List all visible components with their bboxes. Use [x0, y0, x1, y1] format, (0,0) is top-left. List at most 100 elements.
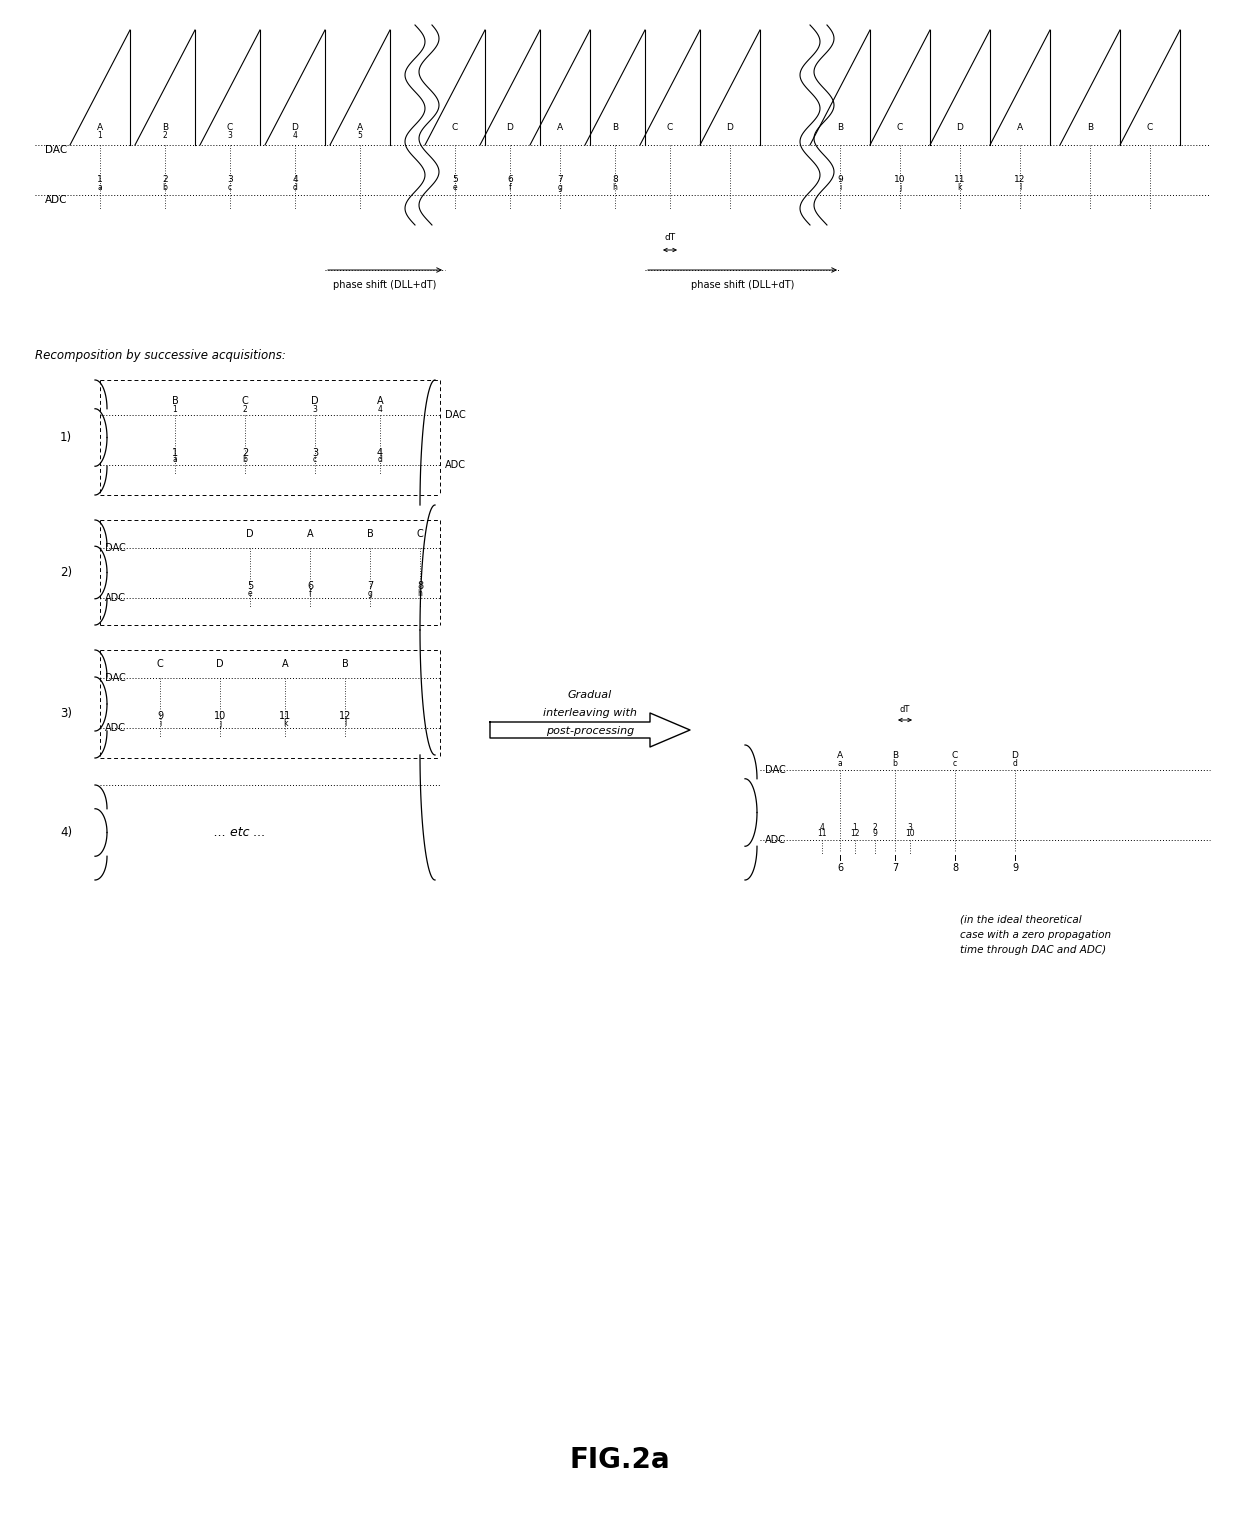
Text: 3: 3: [312, 449, 319, 458]
Text: c: c: [952, 758, 957, 767]
Text: B: B: [162, 122, 169, 132]
Text: Gradual: Gradual: [568, 690, 613, 700]
Text: C: C: [952, 752, 959, 761]
Text: b: b: [893, 758, 898, 767]
Text: A: A: [97, 122, 103, 132]
Text: e: e: [248, 588, 252, 597]
Text: post-processing: post-processing: [546, 726, 634, 736]
Text: ... etc ...: ... etc ...: [215, 827, 265, 839]
Text: dT: dT: [900, 706, 910, 715]
Text: 9: 9: [157, 710, 164, 721]
Text: 5: 5: [453, 176, 458, 185]
Text: j: j: [899, 184, 901, 193]
Text: time through DAC and ADC): time through DAC and ADC): [960, 945, 1106, 955]
Text: d: d: [377, 456, 382, 464]
Text: 4: 4: [293, 176, 298, 185]
Text: ADC: ADC: [105, 592, 126, 603]
Text: C: C: [156, 658, 164, 669]
Text: 12: 12: [339, 710, 351, 721]
Text: 10: 10: [894, 176, 905, 185]
Text: 9: 9: [873, 828, 878, 837]
Text: 6: 6: [507, 176, 513, 185]
Text: f: f: [309, 588, 311, 597]
Text: j: j: [219, 718, 221, 727]
Text: a: a: [838, 758, 842, 767]
Text: 8: 8: [417, 580, 423, 591]
Text: 3: 3: [312, 404, 317, 413]
Text: ADC: ADC: [445, 459, 466, 470]
Text: i: i: [839, 184, 841, 193]
Text: D: D: [291, 122, 299, 132]
Text: d: d: [293, 184, 298, 193]
Text: A: A: [357, 122, 363, 132]
Text: 11: 11: [955, 176, 966, 185]
Text: dT: dT: [665, 234, 676, 242]
Text: ADC: ADC: [765, 834, 786, 845]
Text: a: a: [98, 184, 103, 193]
Text: b: b: [162, 184, 167, 193]
Text: D: D: [956, 122, 963, 132]
Text: D: D: [1012, 752, 1018, 761]
Text: 1: 1: [172, 404, 177, 413]
Text: 2): 2): [60, 566, 72, 579]
Text: D: D: [311, 397, 319, 406]
Text: A: A: [837, 752, 843, 761]
Text: B: B: [837, 122, 843, 132]
Text: DAC: DAC: [105, 544, 125, 553]
Text: D: D: [247, 530, 254, 539]
Text: C: C: [451, 122, 458, 132]
Text: 12: 12: [1014, 176, 1025, 185]
Text: C: C: [667, 122, 673, 132]
Text: 2: 2: [873, 822, 878, 831]
Text: l: l: [343, 718, 346, 727]
Text: 7: 7: [367, 580, 373, 591]
Text: C: C: [1147, 122, 1153, 132]
Text: Recomposition by successive acquisitions:: Recomposition by successive acquisitions…: [35, 349, 286, 361]
Text: b: b: [243, 456, 248, 464]
Text: 2: 2: [243, 404, 247, 413]
Text: C: C: [417, 530, 423, 539]
Text: 4): 4): [60, 827, 72, 839]
Text: FIG.2a: FIG.2a: [569, 1445, 671, 1474]
Text: 1: 1: [172, 449, 179, 458]
Text: C: C: [242, 397, 248, 406]
Text: phase shift (DLL+dT): phase shift (DLL+dT): [334, 280, 436, 289]
Text: g: g: [558, 184, 563, 193]
Text: DAC: DAC: [765, 766, 786, 775]
Text: 11: 11: [279, 710, 291, 721]
Text: 10: 10: [213, 710, 226, 721]
Text: 3: 3: [228, 130, 232, 139]
Text: i: i: [159, 718, 161, 727]
Text: k: k: [957, 184, 962, 193]
Text: 5: 5: [357, 130, 362, 139]
Text: f: f: [508, 184, 511, 193]
Text: (in the ideal theoretical: (in the ideal theoretical: [960, 916, 1081, 925]
Text: 9: 9: [1012, 863, 1018, 873]
Text: C: C: [897, 122, 903, 132]
Text: 4: 4: [293, 130, 298, 139]
Text: 4: 4: [377, 404, 382, 413]
Text: 3): 3): [60, 707, 72, 721]
Text: 3: 3: [227, 176, 233, 185]
Text: B: B: [1087, 122, 1094, 132]
Text: DAC: DAC: [105, 674, 125, 683]
Text: A: A: [557, 122, 563, 132]
Text: A: A: [281, 658, 289, 669]
Text: d: d: [1013, 758, 1018, 767]
Text: e: e: [453, 184, 458, 193]
Text: g: g: [367, 588, 372, 597]
Text: 2: 2: [162, 130, 167, 139]
Text: ADC: ADC: [45, 194, 67, 205]
Text: 6: 6: [308, 580, 312, 591]
Text: 4: 4: [820, 822, 825, 831]
Text: A: A: [1017, 122, 1023, 132]
Text: a: a: [172, 456, 177, 464]
Text: l: l: [1019, 184, 1021, 193]
Text: interleaving with: interleaving with: [543, 707, 637, 718]
Text: 11: 11: [817, 828, 827, 837]
Text: case with a zero propagation: case with a zero propagation: [960, 929, 1111, 940]
Text: DAC: DAC: [45, 145, 67, 155]
Text: D: D: [216, 658, 223, 669]
Text: 5: 5: [247, 580, 253, 591]
Text: 7: 7: [892, 863, 898, 873]
